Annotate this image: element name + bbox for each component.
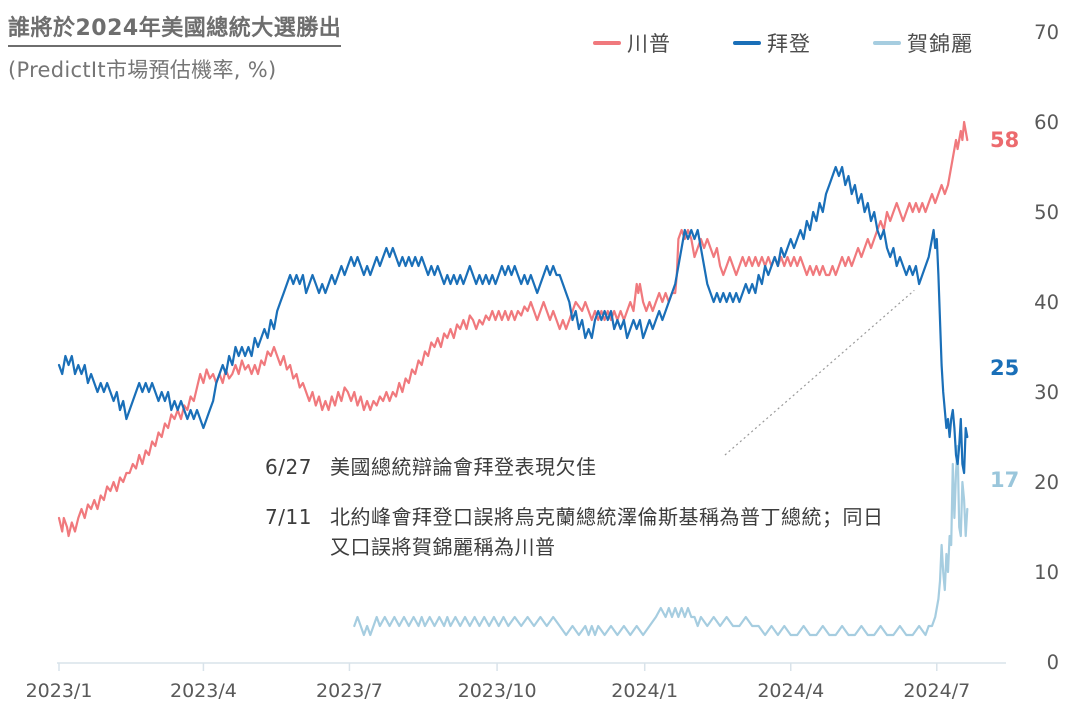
- chart-subtitle: (PredictIt市場預估機率, %): [8, 58, 277, 82]
- series-line-biden: [57, 165, 969, 475]
- legend-label-harris: 賀錦麗: [907, 32, 973, 56]
- annotation-text-line2: 又口誤將賀錦麗稱為川普: [330, 535, 556, 559]
- annotation-date: 6/27: [265, 455, 312, 479]
- y-axis-label: 10: [1034, 561, 1059, 584]
- y-axis-label: 30: [1034, 381, 1059, 404]
- legend-line-harris-icon: [873, 41, 901, 45]
- y-axis-label: 0: [1047, 651, 1059, 674]
- legend-label-trump: 川普: [627, 32, 671, 56]
- y-axis-label: 50: [1034, 201, 1059, 224]
- annotation-date: 7/11: [265, 505, 312, 529]
- series-line-trump: [57, 120, 969, 538]
- y-axis-label: 70: [1034, 21, 1059, 44]
- x-axis-label: 2024/4: [757, 680, 824, 702]
- y-axis-label: 60: [1034, 111, 1059, 134]
- x-axis-label: 2023/4: [170, 680, 237, 702]
- annotation-text: 美國總統辯論會拜登表現欠佳: [330, 455, 597, 479]
- legend-line-trump-icon: [593, 41, 621, 45]
- annotation-text: 北約峰會拜登口誤將烏克蘭總統澤倫斯基稱為普丁總統；同日 又口誤將賀錦麗稱為川普: [330, 502, 970, 562]
- series-line-harris: [353, 444, 969, 637]
- x-axis-label: 2023/1: [26, 680, 93, 702]
- chart-title: 誰將於2024年美國總統大選勝出: [8, 10, 342, 47]
- x-axis-label: 2023/7: [316, 680, 383, 702]
- end-label-biden: 25: [990, 356, 1019, 380]
- legend-line-biden-icon: [733, 41, 761, 45]
- legend-item-biden: 拜登: [733, 28, 811, 58]
- chart-header: 誰將於2024年美國總統大選勝出 (PredictIt市場預估機率, %): [8, 10, 342, 84]
- x-axis-label: 2024/1: [611, 680, 678, 702]
- annotation-pointer-line: [724, 289, 915, 456]
- legend: 川普 拜登 賀錦麗: [593, 28, 973, 58]
- y-axis-label: 40: [1034, 291, 1059, 314]
- end-label-harris: 17: [990, 468, 1019, 492]
- x-axis-label: 2023/10: [458, 680, 537, 702]
- x-axis-label: 2024/7: [903, 680, 970, 702]
- legend-item-harris: 賀錦麗: [873, 28, 973, 58]
- y-axis-label: 20: [1034, 471, 1059, 494]
- end-label-trump: 58: [990, 128, 1019, 152]
- annotation-text-line1: 北約峰會拜登口誤將烏克蘭總統澤倫斯基稱為普丁總統；同日: [330, 505, 884, 529]
- legend-label-biden: 拜登: [767, 32, 811, 56]
- legend-item-trump: 川普: [593, 28, 671, 58]
